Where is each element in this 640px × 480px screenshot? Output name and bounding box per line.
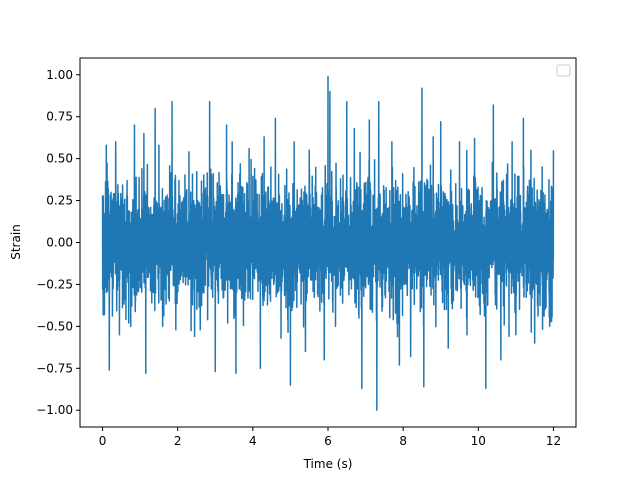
y-tick-label: 0.25 xyxy=(46,194,73,208)
x-axis-ticks: 0 2 4 6 8 10 12 xyxy=(99,427,561,448)
x-tick-label: 2 xyxy=(174,434,182,448)
y-axis-label: Strain xyxy=(9,224,23,260)
y-tick-label: 0.75 xyxy=(46,110,73,124)
y-tick-label: −0.75 xyxy=(36,361,73,375)
y-tick-label: −1.00 xyxy=(36,403,73,417)
y-tick-label: 0.50 xyxy=(46,152,73,166)
legend-box xyxy=(556,64,571,77)
x-tick-label: 10 xyxy=(471,434,486,448)
y-tick-label: 0.00 xyxy=(46,236,73,250)
x-tick-label: 8 xyxy=(399,434,407,448)
x-tick-label: 6 xyxy=(324,434,332,448)
x-tick-label: 0 xyxy=(99,434,107,448)
y-tick-label: 1.00 xyxy=(46,68,73,82)
y-tick-label: −0.25 xyxy=(36,277,73,291)
x-tick-label: 4 xyxy=(249,434,257,448)
y-axis-ticks: −1.00 −0.75 −0.50 −0.25 0.00 0.25 0.50 0.75 1.00 xyxy=(36,68,80,417)
strain-series-line xyxy=(101,75,555,411)
series-layer xyxy=(101,75,555,411)
x-tick-label: 12 xyxy=(546,434,561,448)
y-tick-label: −0.50 xyxy=(36,319,73,333)
x-axis-label: Time (s) xyxy=(303,457,353,471)
